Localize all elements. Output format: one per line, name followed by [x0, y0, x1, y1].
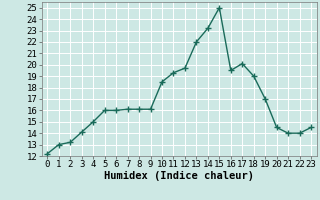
X-axis label: Humidex (Indice chaleur): Humidex (Indice chaleur)	[104, 171, 254, 181]
